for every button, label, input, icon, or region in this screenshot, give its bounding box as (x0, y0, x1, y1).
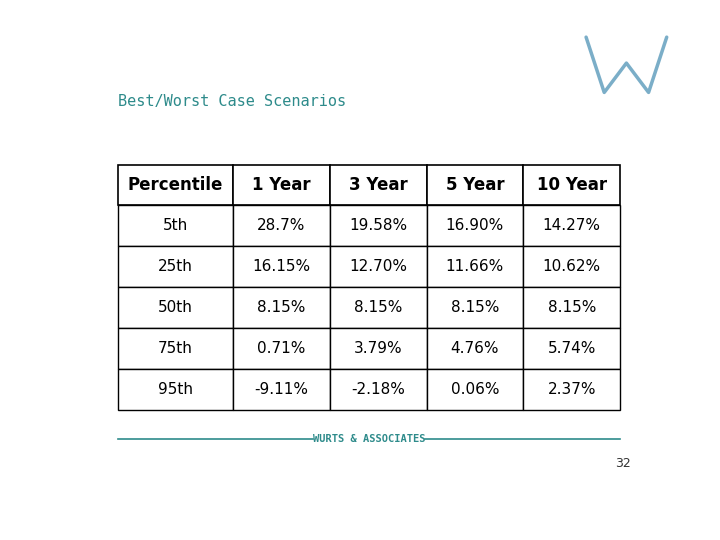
Text: 28.7%: 28.7% (257, 218, 305, 233)
Text: 16.15%: 16.15% (252, 259, 310, 274)
Text: 75th: 75th (158, 341, 193, 356)
Bar (233, 206, 330, 246)
Bar (426, 206, 523, 246)
Text: -9.11%: -9.11% (254, 382, 308, 397)
Bar (330, 206, 426, 246)
Text: 5th: 5th (163, 218, 188, 233)
Text: 16.90%: 16.90% (446, 218, 504, 233)
Bar (118, 206, 233, 246)
Text: WURTS & ASSOCIATES: WURTS & ASSOCIATES (312, 434, 426, 444)
Bar (330, 328, 426, 369)
Text: Percentile: Percentile (127, 176, 223, 194)
Bar (330, 287, 426, 328)
Bar (118, 246, 233, 287)
Text: 50th: 50th (158, 300, 193, 315)
Text: 4.76%: 4.76% (451, 341, 499, 356)
Text: 8.15%: 8.15% (257, 300, 305, 315)
Text: 11.66%: 11.66% (446, 259, 504, 274)
Text: 0.71%: 0.71% (257, 341, 305, 356)
Bar (330, 246, 426, 287)
Text: 19.58%: 19.58% (349, 218, 408, 233)
Bar (523, 287, 620, 328)
Bar (523, 369, 620, 410)
Text: 1 Year: 1 Year (252, 176, 311, 194)
Bar (118, 369, 233, 410)
Text: 12.70%: 12.70% (349, 259, 407, 274)
Bar (426, 369, 523, 410)
Bar (426, 246, 523, 287)
Text: 10 Year: 10 Year (536, 176, 607, 194)
Text: 14.27%: 14.27% (543, 218, 600, 233)
Text: 32: 32 (616, 457, 631, 470)
Bar (523, 328, 620, 369)
Bar (233, 328, 330, 369)
Bar (118, 287, 233, 328)
Bar (523, 206, 620, 246)
Bar (233, 287, 330, 328)
Text: 0.06%: 0.06% (451, 382, 499, 397)
Text: 25th: 25th (158, 259, 193, 274)
Text: 95th: 95th (158, 382, 193, 397)
Bar (426, 165, 523, 206)
Text: 8.15%: 8.15% (451, 300, 499, 315)
Text: 10.62%: 10.62% (543, 259, 600, 274)
Text: 2.37%: 2.37% (547, 382, 596, 397)
Bar (523, 165, 620, 206)
Text: 3 Year: 3 Year (348, 176, 408, 194)
Bar (330, 369, 426, 410)
Bar (233, 246, 330, 287)
Bar (426, 328, 523, 369)
Text: 5 Year: 5 Year (446, 176, 504, 194)
Bar (118, 165, 233, 206)
Bar (426, 287, 523, 328)
Bar (118, 328, 233, 369)
Text: 5.74%: 5.74% (547, 341, 596, 356)
Bar (330, 165, 426, 206)
Text: Best/Worst Case Scenarios: Best/Worst Case Scenarios (118, 94, 346, 109)
Bar (523, 246, 620, 287)
Text: -2.18%: -2.18% (351, 382, 405, 397)
Text: 3.79%: 3.79% (354, 341, 402, 356)
Text: 8.15%: 8.15% (354, 300, 402, 315)
Bar (233, 369, 330, 410)
Bar (233, 165, 330, 206)
Text: 8.15%: 8.15% (547, 300, 596, 315)
